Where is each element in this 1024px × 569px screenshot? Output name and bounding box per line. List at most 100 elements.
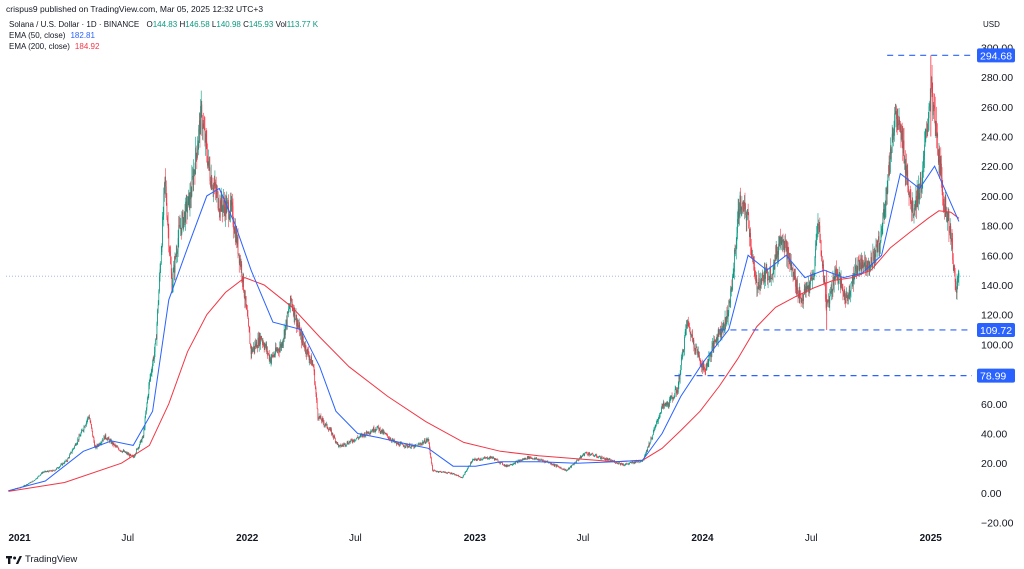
candle-body (580, 456, 581, 459)
candle-body (230, 200, 232, 206)
candle-body (106, 438, 107, 440)
footer-brand[interactable]: TradingView (6, 554, 77, 565)
candle-body (646, 450, 647, 454)
candle-body (84, 426, 85, 428)
candle-body (101, 441, 102, 444)
candle-body (162, 216, 163, 246)
candle-body (240, 264, 242, 267)
candle-body (777, 250, 778, 258)
candle-body (217, 191, 219, 209)
candle-body (481, 459, 483, 461)
candle-body (723, 322, 725, 330)
footer-brand-label: TradingView (25, 554, 78, 565)
candle-body (785, 239, 787, 244)
candle-body (749, 228, 750, 237)
candle-body (659, 414, 660, 418)
candle-body (33, 480, 35, 482)
candle-body (601, 457, 602, 459)
candle-body (922, 165, 924, 183)
candle-body (86, 420, 88, 422)
candle-body (69, 454, 70, 458)
candle-body (669, 397, 671, 400)
candle-body (550, 463, 552, 464)
candle-body (716, 335, 718, 342)
candle-body (48, 470, 50, 473)
candle-body (698, 351, 700, 356)
candle-body (464, 474, 465, 476)
candle-body (439, 471, 441, 472)
candle-body (909, 195, 910, 197)
candle-body (924, 139, 926, 145)
candle-body (802, 298, 803, 301)
candle-body (339, 445, 340, 446)
candle-body (210, 177, 212, 187)
candle-body (439, 471, 440, 472)
candle-body (405, 443, 407, 447)
candle-body (820, 240, 821, 241)
legend-ema200-row[interactable]: EMA (200, close) 184.92 (9, 41, 318, 52)
candle-body (681, 356, 683, 358)
candle-body (324, 424, 326, 426)
candle-body (184, 211, 185, 218)
candle-body (121, 450, 122, 452)
candle-body (473, 459, 475, 460)
candle-body (119, 450, 121, 451)
candle-body (387, 434, 389, 437)
candle-body (480, 458, 482, 460)
candle-body (583, 453, 585, 456)
candle-body (81, 430, 83, 431)
candle-body (313, 367, 315, 371)
candle-body (699, 355, 700, 361)
candle-body (596, 456, 598, 458)
candle-body (707, 363, 708, 367)
candle-body (193, 170, 195, 171)
candle-body (275, 347, 277, 351)
candle-body (208, 157, 210, 168)
candle-body (564, 470, 566, 471)
candle-body (447, 472, 449, 473)
candle-body (369, 433, 370, 434)
candle-body (59, 466, 60, 468)
candle-body (561, 468, 563, 470)
symbol-label[interactable]: Solana / U.S. Dollar · 1D · BINANCE (9, 20, 140, 29)
candle-body (703, 363, 705, 368)
candle-body (938, 148, 940, 163)
candle-body (461, 477, 463, 478)
candle-body (34, 480, 36, 481)
candle-body (357, 437, 359, 439)
candle-body (729, 300, 730, 304)
candle-body (143, 429, 145, 437)
legend-ema50-row[interactable]: EMA (50, close) 182.81 (9, 30, 318, 41)
candle-body (74, 444, 76, 446)
candle-body (470, 462, 471, 466)
candle-body (874, 254, 876, 257)
candle-body (533, 458, 535, 460)
candle-body (446, 473, 448, 474)
candle-body (273, 354, 274, 357)
y-tick-label: 20.00 (981, 458, 1007, 470)
candle-body (298, 324, 300, 328)
candle-body (182, 212, 183, 219)
candle-body (770, 278, 772, 280)
candle-body (848, 293, 849, 299)
candle-body (366, 431, 368, 434)
volume-value: 113.77 K (286, 20, 319, 29)
candle-body (383, 432, 385, 434)
candle-body (586, 452, 587, 454)
candle-body (404, 446, 406, 448)
candle-body (555, 464, 557, 467)
candle-body (75, 444, 77, 446)
candle-body (147, 397, 148, 403)
candle-body (594, 455, 596, 457)
candle-body (548, 462, 549, 464)
candle-body (857, 259, 859, 273)
candle-body (747, 209, 749, 215)
candle-body (954, 271, 956, 283)
candle-body (769, 266, 771, 280)
candle-body (414, 445, 415, 448)
candle-body (233, 229, 235, 234)
candle-body (566, 470, 567, 472)
candle-body (472, 459, 473, 462)
candle-body (236, 231, 238, 245)
